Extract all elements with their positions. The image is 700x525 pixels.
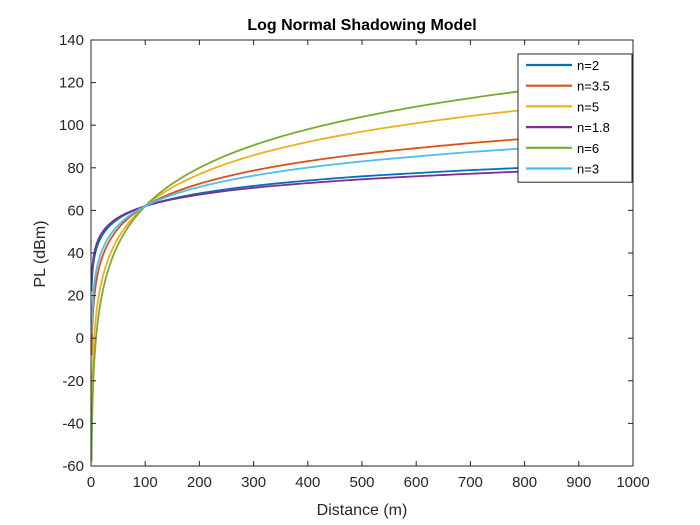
series-line-2 bbox=[90, 130, 634, 356]
x-tick-label: 900 bbox=[566, 474, 591, 491]
x-tick-label: 400 bbox=[295, 474, 320, 491]
legend-label: n=3.5 bbox=[577, 79, 610, 94]
y-tick-label: 100 bbox=[59, 117, 84, 134]
series-line-6 bbox=[90, 141, 634, 334]
legend-label: n=5 bbox=[577, 99, 599, 114]
y-tick-label: 40 bbox=[67, 245, 84, 262]
y-tick-label: 120 bbox=[59, 75, 84, 92]
x-tick-label: 100 bbox=[133, 474, 158, 491]
chart-title: Log Normal Shadowing Model bbox=[247, 17, 476, 34]
x-tick-label: 0 bbox=[87, 474, 95, 491]
y-tick-label: 60 bbox=[67, 202, 84, 219]
legend-label: n=3 bbox=[577, 162, 599, 177]
x-tick-label: 500 bbox=[349, 474, 374, 491]
y-tick-label: -20 bbox=[62, 373, 84, 390]
x-tick-label: 300 bbox=[241, 474, 266, 491]
y-tick-label: 20 bbox=[67, 288, 84, 305]
x-axis-label: Distance (m) bbox=[317, 502, 408, 519]
y-axis-label: PL (dBm) bbox=[32, 221, 49, 288]
series-line-4 bbox=[90, 166, 634, 283]
x-tick-label: 700 bbox=[458, 474, 483, 491]
x-tick-label: 1000 bbox=[616, 474, 649, 491]
y-tick-label: -40 bbox=[62, 415, 84, 432]
legend: n=2 n=3.5 n=5 n=1.8 n=6 n=3 bbox=[517, 53, 633, 183]
y-tick-label: 0 bbox=[76, 330, 84, 347]
y-tick-label: 140 bbox=[59, 32, 84, 49]
legend-label: n=6 bbox=[577, 141, 599, 156]
y-axis-ticks: -60 -40 -20 0 20 40 60 80 100 120 140 bbox=[59, 32, 633, 475]
y-tick-label: -60 bbox=[62, 458, 84, 475]
x-tick-label: 600 bbox=[404, 474, 429, 491]
legend-label: n=2 bbox=[577, 58, 599, 73]
series-line-3 bbox=[90, 98, 634, 420]
series-line-5 bbox=[90, 77, 634, 462]
x-tick-label: 200 bbox=[187, 474, 212, 491]
y-tick-label: 80 bbox=[67, 160, 84, 177]
legend-box bbox=[517, 53, 633, 183]
legend-label: n=1.8 bbox=[577, 120, 610, 135]
x-tick-label: 800 bbox=[512, 474, 537, 491]
series-layer bbox=[90, 77, 634, 462]
x-axis-ticks: 0 100 200 300 400 500 600 700 800 900 1000 bbox=[87, 40, 650, 491]
series-line-1 bbox=[90, 162, 634, 292]
